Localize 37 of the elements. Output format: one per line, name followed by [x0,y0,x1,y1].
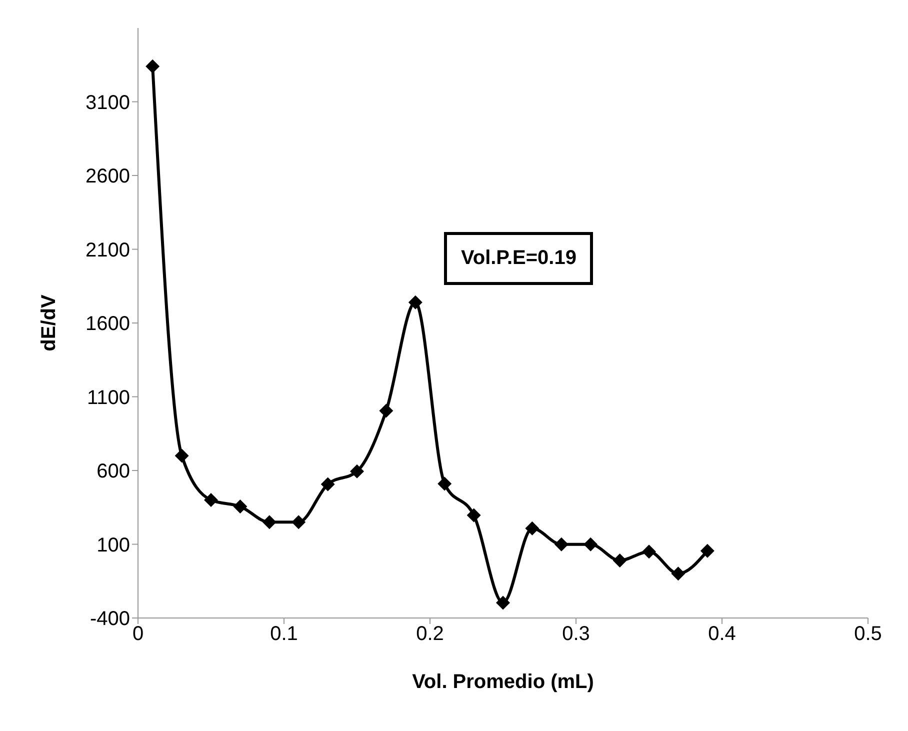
y-tick-label: 2100 [86,239,130,262]
point [292,515,306,530]
y-tick-label: 600 [96,460,130,483]
point [671,566,686,581]
point [204,493,218,507]
x-tick-label: 0.4 [708,623,736,646]
point [408,295,422,310]
y-tick-label: -400 [90,608,130,630]
point [525,521,540,536]
y-tick-label: 1100 [86,386,130,409]
point [554,537,568,552]
x-tick-label: 0.1 [270,623,298,646]
x-axis-title: Vol. Promedio (mL) [412,671,594,693]
point [379,404,394,418]
x-tick-label: 0.2 [416,623,444,646]
point [700,544,714,558]
x-tick-label: 0.5 [854,623,882,646]
y-tick-label: 1600 [86,313,130,336]
point [584,537,598,552]
point [438,476,452,491]
point [642,544,656,559]
x-tick-label: 0.3 [562,623,590,646]
point [174,448,189,463]
y-axis-title: dE/dV [38,294,60,352]
point [466,508,481,522]
point [146,59,160,74]
point [612,553,627,568]
y-tick-label: 3100 [86,92,130,114]
y-tick-label: 2600 [86,166,130,188]
point [350,464,364,478]
point [233,499,248,514]
point [496,596,510,610]
point [262,515,276,530]
x-tick-label: 0 [132,623,144,646]
note-box: Vol.P.E=0.19 [444,232,594,285]
point [320,477,335,492]
y-tick-label: 100 [96,534,130,556]
